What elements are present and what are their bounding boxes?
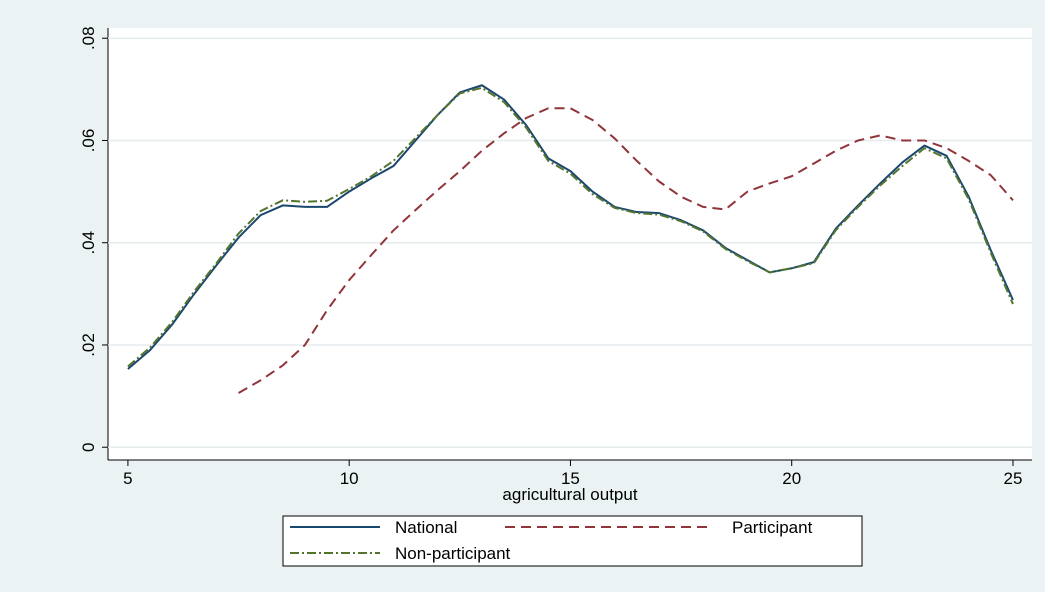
legend-label: National (395, 518, 457, 537)
x-axis-title: agricultural output (502, 485, 637, 504)
plot-area (108, 28, 1032, 460)
x-tick-label: 15 (561, 469, 580, 488)
legend-label: Non-participant (395, 544, 511, 563)
legend-label: Participant (732, 518, 813, 537)
x-tick-label: 5 (123, 469, 132, 488)
line-series (127, 86, 1014, 368)
y-tick-label: 0 (79, 442, 98, 451)
y-tick-label: .06 (79, 129, 98, 153)
legend (282, 515, 863, 567)
y-tick-label: .08 (79, 26, 98, 50)
x-tick-label: 20 (782, 469, 801, 488)
line-series (238, 107, 1014, 394)
y-tick-label: .04 (79, 231, 98, 255)
line-series (127, 84, 1014, 370)
x-tick-label: 10 (340, 469, 359, 488)
y-tick-label: .02 (79, 333, 98, 357)
x-tick-label: 25 (1004, 469, 1023, 488)
